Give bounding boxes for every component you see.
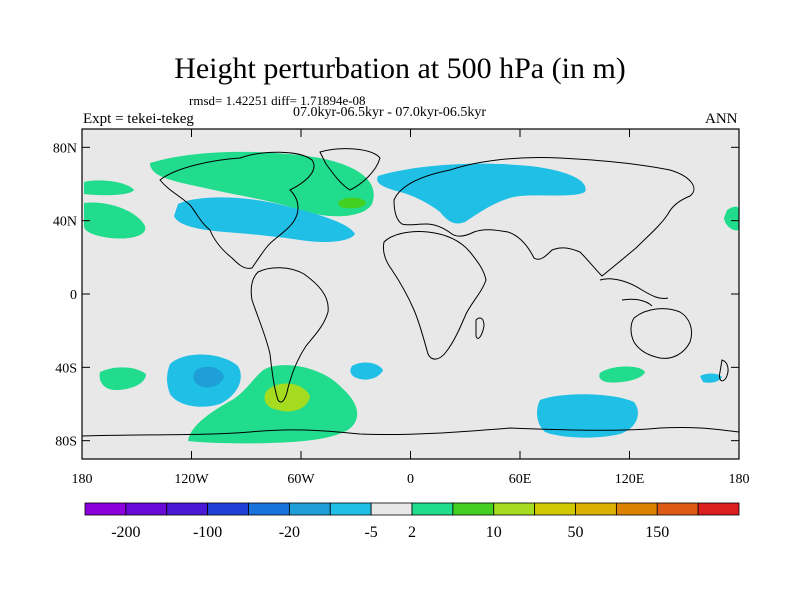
- coastline-south-america: [250, 267, 329, 403]
- season-label: ANN: [705, 111, 738, 127]
- colorbar-swatch: [452, 502, 495, 516]
- colorbar-label: 150: [645, 524, 669, 541]
- positive-anomaly-north-pacific: [84, 202, 146, 239]
- coastline-north-america: [159, 151, 315, 269]
- colorbar-swatch: [534, 502, 576, 516]
- negative-anomaly-eurasia: [377, 163, 586, 224]
- negative-anomaly-indian-ocean: [537, 394, 638, 438]
- longitude-tick-label: 120E: [615, 472, 645, 487]
- colorbar-label: -200: [111, 524, 140, 541]
- colorbar-label: 10: [486, 524, 502, 541]
- positive-anomaly-north-atlantic-core: [338, 197, 366, 209]
- longitude-axis: 180 120W 60W 0 60E 120E 180: [72, 129, 750, 487]
- colorbar-swatch: [125, 502, 168, 516]
- longitude-tick-label: 120W: [174, 472, 209, 487]
- negative-anomaly-south-atlantic: [350, 362, 383, 380]
- coastline-antarctica: [81, 426, 740, 437]
- colorbar-swatch: [615, 502, 658, 516]
- latitude-tick-label: 80N: [53, 141, 77, 156]
- longitude-tick-label: 180: [729, 472, 750, 487]
- colorbar-label: 50: [568, 524, 584, 541]
- negative-anomaly-north-america: [174, 197, 355, 242]
- colorbar-label: 2: [408, 524, 416, 541]
- colorbar-swatch: [84, 502, 127, 516]
- colorbar-label: -5: [364, 524, 377, 541]
- positive-anomaly-southwest-pacific: [99, 367, 146, 390]
- coastline-greenland: [319, 148, 381, 191]
- map-title: Height perturbation at 500 hPa (in m): [174, 52, 626, 85]
- colorbar-swatch: [493, 502, 536, 516]
- positive-anomaly-south-indian: [599, 366, 645, 383]
- coastlines: [81, 148, 740, 437]
- coastline-new-zealand: [719, 359, 729, 382]
- latitude-tick-label: 80S: [55, 435, 77, 450]
- negative-anomaly-south-pacific-core: [193, 366, 224, 388]
- colorbar-label: -100: [193, 524, 222, 541]
- colorbar-swatch: [248, 502, 290, 516]
- coastline-eurasia: [393, 157, 695, 277]
- period-label: 07.0kyr-06.5kyr - 07.0kyr-06.5kyr: [293, 105, 487, 120]
- colorbar-swatch: [697, 502, 740, 516]
- coastline-australia: [630, 308, 693, 359]
- experiment-label: Expt = tekei-tekeg: [83, 111, 194, 127]
- colorbar-swatch: [288, 502, 331, 516]
- rmsd-stats-label: rmsd= 1.42251 diff= 1.71894e-08: [189, 93, 366, 108]
- longitude-tick-label: 60W: [287, 472, 315, 487]
- colorbar-swatch: [370, 502, 413, 516]
- latitude-tick-label: 0: [70, 288, 77, 303]
- longitude-tick-label: 180: [72, 472, 93, 487]
- positive-anomaly-north-america: [150, 151, 374, 217]
- contour-fields: [84, 151, 739, 444]
- coastline-africa: [383, 231, 487, 360]
- colorbar-swatch: [166, 502, 209, 516]
- positive-anomaly-east-pacific: [724, 206, 739, 231]
- colorbar: -200 -100 -20 -5 2 10 50 150: [84, 502, 740, 541]
- latitude-tick-label: 40S: [55, 361, 77, 376]
- positive-anomaly-north-pacific-west: [84, 180, 134, 196]
- colorbar-swatch: [575, 502, 617, 516]
- longitude-tick-label: 60E: [509, 472, 532, 487]
- latitude-axis: 80N 40N 0 40S 80S: [53, 141, 739, 450]
- colorbar-swatch: [329, 502, 372, 516]
- coastline-southeast-asia: [599, 278, 669, 307]
- colorbar-swatch: [411, 502, 454, 516]
- latitude-tick-label: 40N: [53, 215, 77, 230]
- longitude-tick-label: 0: [407, 472, 414, 487]
- coastline-madagascar: [475, 317, 485, 339]
- negative-anomaly-southwest-pacific-small: [700, 373, 722, 383]
- colorbar-swatch: [207, 502, 249, 516]
- colorbar-label: -20: [279, 524, 300, 541]
- colorbar-swatch: [656, 502, 699, 516]
